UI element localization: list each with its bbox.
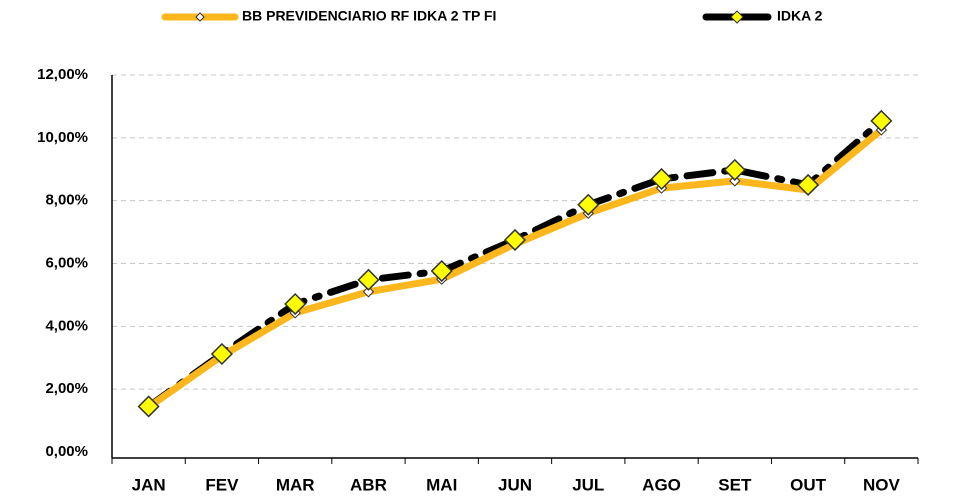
y-tick-label: 2,00% bbox=[45, 380, 88, 397]
marker bbox=[357, 268, 380, 291]
y-tick-label: 8,00% bbox=[45, 192, 88, 209]
marker bbox=[210, 342, 233, 366]
marker bbox=[870, 109, 893, 132]
y-tick-label: 12,00% bbox=[37, 66, 88, 83]
marker bbox=[284, 292, 307, 316]
y-tick-label: 6,00% bbox=[45, 254, 88, 271]
x-tick-label: AGO bbox=[642, 475, 681, 494]
x-tick-label: MAI bbox=[426, 475, 457, 494]
marker bbox=[650, 167, 673, 191]
legend-label: BB PREVIDENCIARIO RF IDKA 2 TP FI bbox=[242, 8, 496, 24]
x-tick-label: JUL bbox=[572, 475, 604, 494]
x-tick-label: FEV bbox=[205, 475, 239, 494]
marker bbox=[723, 158, 746, 181]
y-tick-label: 10,00% bbox=[37, 129, 88, 146]
x-tick-label: NOV bbox=[863, 475, 901, 494]
x-tick-label: JAN bbox=[132, 475, 166, 494]
legend-label: IDKA 2 bbox=[777, 8, 823, 24]
series-line bbox=[145, 126, 885, 411]
y-tick-label: 0,00% bbox=[45, 443, 88, 460]
marker bbox=[430, 259, 453, 283]
legend-marker bbox=[195, 12, 205, 22]
legend-marker bbox=[730, 10, 744, 24]
series-line bbox=[145, 117, 885, 410]
marker bbox=[797, 173, 820, 197]
y-tick-label: 4,00% bbox=[45, 317, 88, 334]
marker bbox=[137, 395, 160, 418]
marker bbox=[362, 286, 375, 298]
x-tick-label: MAR bbox=[276, 475, 315, 494]
marker bbox=[503, 228, 527, 251]
x-tick-label: SET bbox=[718, 475, 752, 494]
x-tick-label: OUT bbox=[790, 475, 827, 494]
x-tick-label: ABR bbox=[350, 475, 387, 494]
marker bbox=[577, 193, 600, 216]
x-tick-label: JUN bbox=[498, 475, 532, 494]
